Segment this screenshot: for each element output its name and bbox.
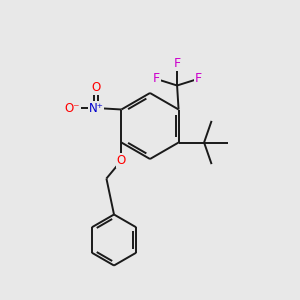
Text: O: O (91, 81, 101, 94)
Text: F: F (173, 57, 181, 70)
Text: O: O (117, 154, 126, 167)
Text: F: F (152, 72, 160, 86)
Text: O⁻: O⁻ (65, 101, 80, 115)
Text: N⁺: N⁺ (88, 101, 104, 115)
Text: F: F (194, 72, 202, 86)
